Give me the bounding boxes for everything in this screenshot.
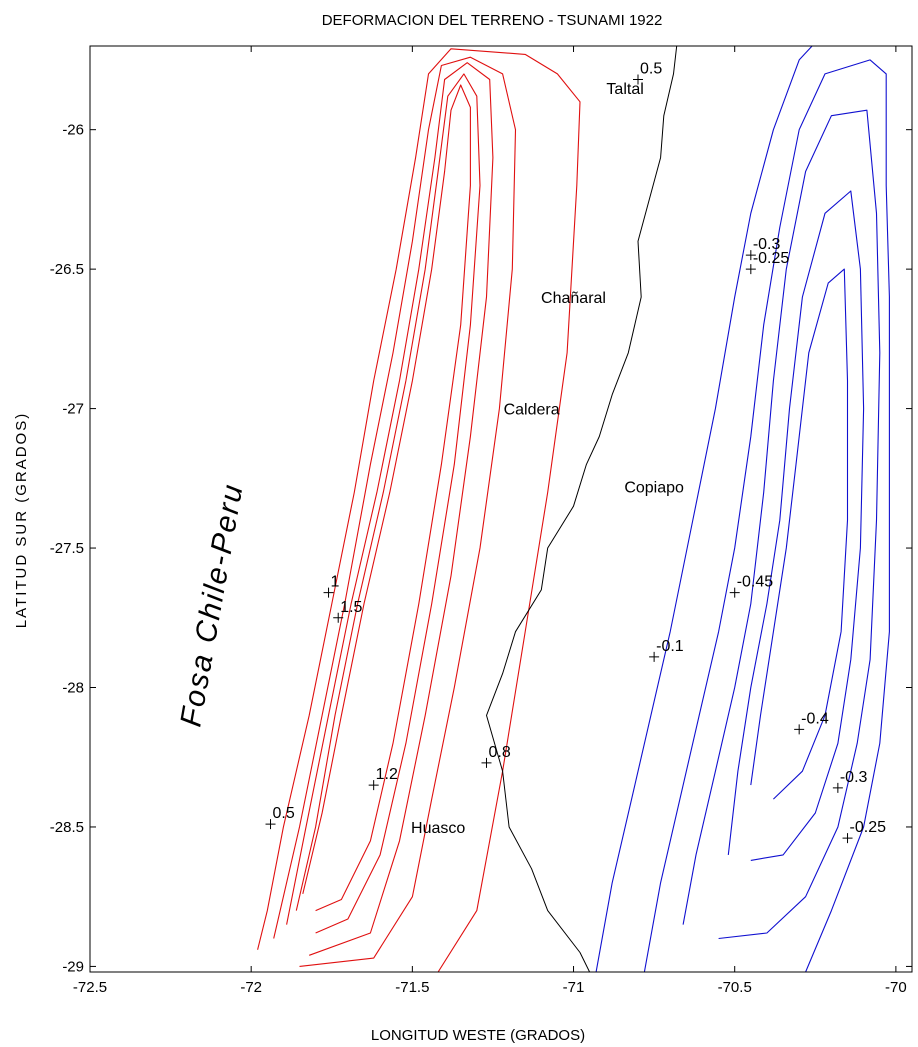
- plot-frame: [89, 45, 913, 973]
- subsidence-contour-2: [682, 109, 881, 940]
- contour-label-marker: [649, 651, 660, 662]
- contour-label: 0.5: [273, 805, 295, 822]
- coastline: [486, 46, 678, 972]
- contour-label: -0.45: [737, 574, 774, 591]
- y-tick-label: -26.5: [50, 261, 84, 278]
- uplift-contour-2: [286, 62, 494, 956]
- chart-title: DEFORMACION DEL TERRENO - TSUNAMI 1922: [322, 12, 663, 29]
- city-label: Taltal: [606, 81, 643, 98]
- contour-label-marker: [745, 250, 756, 261]
- contour-label-marker: [265, 819, 276, 830]
- contour-label: 0.5: [640, 60, 662, 77]
- x-tick-label: -70: [885, 979, 907, 996]
- city-label: Caldera: [504, 402, 560, 419]
- subsidence-contour-4: [750, 268, 849, 800]
- contour-label: -0.25: [850, 819, 887, 836]
- uplift-contour-4: [302, 84, 471, 912]
- y-axis-label: LATITUD SUR (GRADOS): [13, 412, 30, 628]
- contour-label: 0.8: [488, 744, 510, 761]
- y-tick-label: -28: [62, 680, 84, 697]
- contour-label-marker: [729, 587, 740, 598]
- contour-label: -0.1: [656, 638, 684, 655]
- contour-label: -0.4: [801, 710, 829, 727]
- y-tick-label: -27.5: [50, 540, 84, 557]
- x-axis-label: LONGITUD WESTE (GRADOS): [371, 1027, 585, 1044]
- city-label: Copiapo: [624, 480, 684, 497]
- x-tick-label: -70.5: [718, 979, 752, 996]
- x-tick-label: -71: [563, 979, 585, 996]
- city-label: Huasco: [411, 820, 465, 837]
- contour-label: -0.25: [753, 250, 790, 267]
- x-tick-label: -71.5: [395, 979, 429, 996]
- trench-annotation: Fosa Chile-Peru: [174, 480, 249, 729]
- contour-label-marker: [333, 612, 344, 623]
- contour-label-marker: [633, 74, 643, 85]
- contour-label: -0.3: [840, 769, 868, 786]
- subsidence-contour-3: [727, 190, 865, 861]
- contour-label-marker: [323, 587, 334, 598]
- y-tick-label: -29: [62, 958, 84, 975]
- contour-label-marker: [794, 724, 805, 735]
- y-tick-label: -26: [62, 122, 84, 139]
- axis-ticks: -72.5 -72 -71.5 -71 -70.5 -70 -26 -26.5 -27 -27.5…: [50, 46, 912, 996]
- uplift-contour-0: [257, 48, 581, 972]
- contour-label-marker: [481, 757, 492, 768]
- subsidence-contour-1: [643, 59, 890, 972]
- uplift-contour-1: [273, 56, 517, 967]
- contour-label-marker: [368, 780, 379, 791]
- contour-label-marker: [745, 264, 756, 275]
- x-tick-label: -72: [240, 979, 262, 996]
- y-tick-label: -28.5: [50, 819, 84, 836]
- y-tick-label: -27: [62, 401, 84, 418]
- plot-area: 0.5-0.3-0.2511.5-0.45-0.1-0.41.20.8-0.30…: [257, 46, 890, 972]
- contour-label-marker: [842, 833, 853, 844]
- city-label: Chañaral: [541, 290, 606, 307]
- contour-label: 1.5: [340, 599, 362, 616]
- contour-label: -0.3: [753, 236, 781, 253]
- contour-label-marker: [832, 782, 843, 793]
- uplift-contour-3: [295, 73, 481, 934]
- contour-label: 1.2: [376, 766, 398, 783]
- subsidence-contour-0: [595, 46, 813, 972]
- contour-label: 1: [331, 574, 340, 591]
- x-tick-label: -72.5: [73, 979, 107, 996]
